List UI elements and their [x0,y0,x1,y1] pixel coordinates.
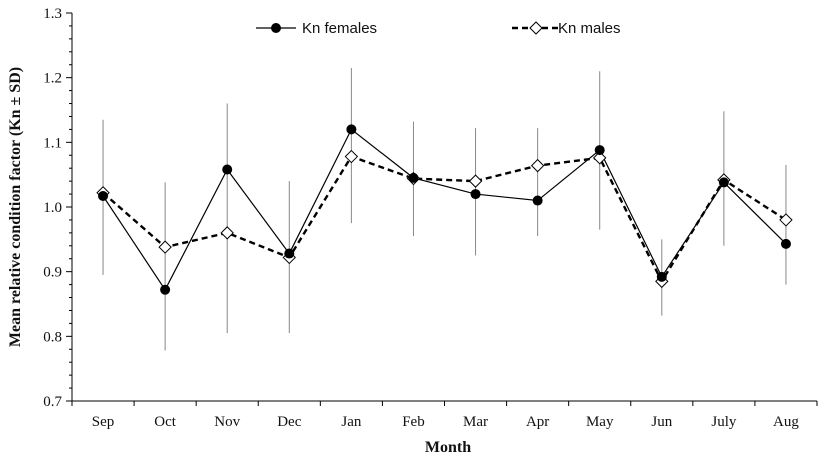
point-males [158,240,172,254]
x-tick-label: Mar [463,414,488,430]
point-males [593,151,607,165]
y-tick-label: 0.7 [43,394,62,410]
point-females [408,172,419,183]
y-tick-label: 1.1 [43,135,62,151]
legend: Kn females Kn males [256,20,621,37]
point-females [532,195,543,206]
point-females [98,191,109,202]
y-ticks: 0.7 0.8 0.9 1.0 1.1 1.2 1.3 [43,6,72,410]
series-line-females [102,128,787,291]
point-females [284,248,295,259]
point-females [470,189,481,200]
point-males [344,149,359,164]
point-males [468,174,483,188]
error-bars [102,67,787,351]
x-tick-label: Apr [526,414,549,430]
y-tick-label: 1.2 [43,71,62,87]
x-tick-label: Nov [214,414,240,430]
point-males [779,213,793,227]
legend-item-females: Kn females [256,20,377,37]
legend-label-females: Kn females [302,20,377,37]
point-females [780,238,791,249]
legend-label-males: Kn males [558,20,621,37]
x-tick-label: Feb [402,414,425,430]
y-tick-label: 1.3 [43,6,62,22]
x-tick-label: Aug [773,414,799,430]
x-tick-label: Jun [651,414,672,430]
series-lines [102,128,787,291]
x-tick-label: Jan [341,414,361,430]
x-tick-label: Oct [154,414,176,430]
point-females [718,177,729,188]
x-tick-label: May [586,414,614,430]
legend-marker-males [529,21,543,35]
point-females [594,145,605,156]
point-females [160,284,171,295]
legend-marker-females [271,23,281,33]
series-markers [96,124,793,295]
point-females [656,271,667,282]
point-females [222,164,233,175]
x-tick-label: July [711,414,737,430]
point-males [220,226,234,240]
legend-item-males: Kn males [512,20,621,37]
y-axis-title: Mean relative condition factor (Kn ± SD) [7,67,24,347]
y-tick-label: 0.8 [43,329,62,345]
series-line-males [102,155,787,284]
x-tick-label: Dec [277,414,301,430]
point-males [530,158,545,173]
x-axis-title: Month [425,439,471,456]
point-females [346,124,357,135]
y-tick-label: 0.9 [43,265,62,281]
x-tick-label: Sep [92,414,115,430]
x-ticks: Sep Oct Nov Dec Jan Feb Mar Apr May Jun July Aug [71,401,818,430]
y-tick-label: 1.0 [43,200,62,216]
